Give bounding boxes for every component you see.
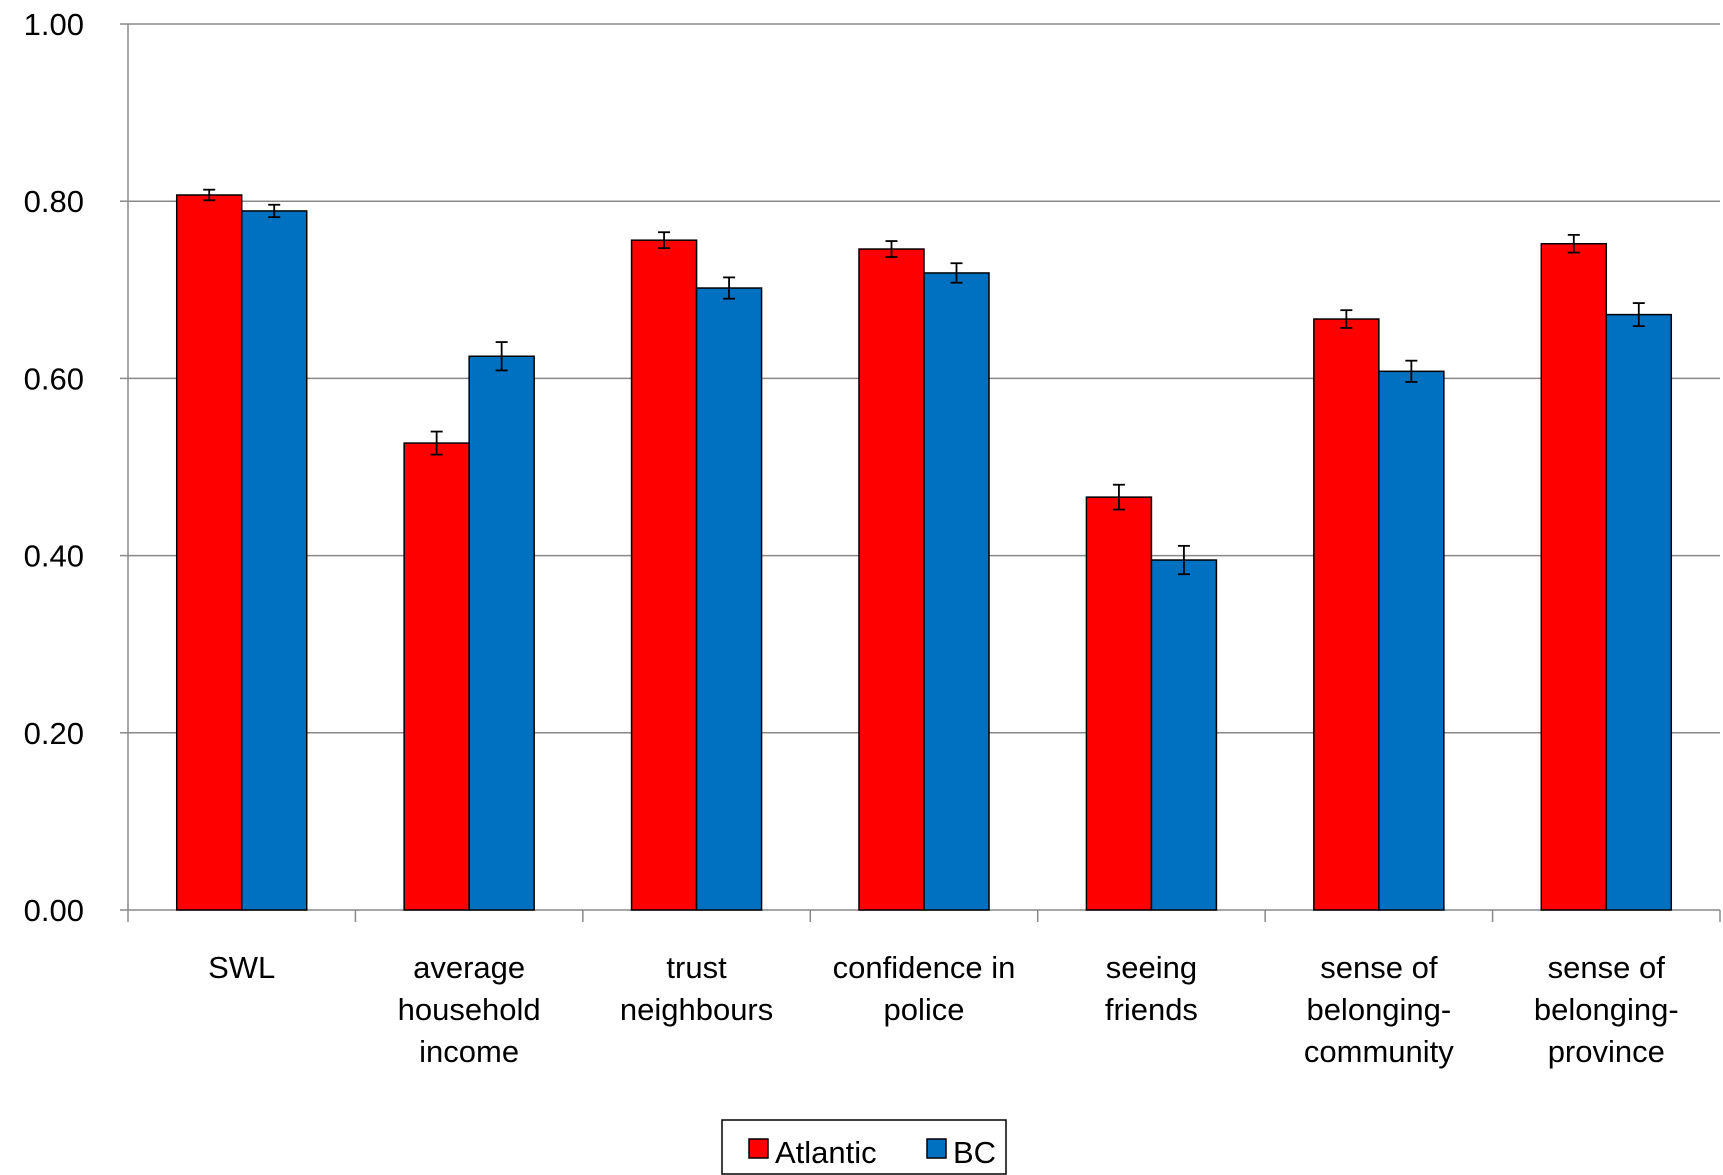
bar-atlantic-5 <box>1313 318 1380 911</box>
error-bars <box>203 188 1645 576</box>
bar-atlantic-6 <box>1540 242 1608 911</box>
bar-bc-4 <box>1150 559 1218 911</box>
category-label-line: seeing <box>1106 950 1197 985</box>
y-tick-label: 0.60 <box>24 361 84 396</box>
category-label-line: sense of <box>1320 950 1438 985</box>
bar-atlantic-1 <box>403 442 470 911</box>
legend: Atlantic BC <box>721 1119 1007 1175</box>
category-label-line: friends <box>1105 992 1198 1027</box>
category-label-line: belonging- <box>1306 992 1451 1027</box>
category-label-line: belonging- <box>1534 992 1679 1027</box>
category-label-line: household <box>398 992 541 1027</box>
bar-atlantic-0 <box>175 194 243 911</box>
labels: 0.00 0.20 0.40 0.60 0.80 1.00 SWL average househ… <box>24 7 1679 1069</box>
bar-atlantic-2 <box>630 239 698 911</box>
legend-frame <box>721 1119 1007 1175</box>
legend-label-bc: BC <box>953 1135 996 1170</box>
y-tick-label: 0.80 <box>24 184 84 219</box>
legend-swatch-bc <box>926 1138 947 1159</box>
y-tick-label: 0.20 <box>24 716 84 751</box>
category-label-line: sense of <box>1548 950 1666 985</box>
category-label-line: community <box>1304 1034 1454 1069</box>
bar-bc-5 <box>1378 370 1445 911</box>
bar-bc-0 <box>240 210 308 911</box>
category-label-line: confidence in <box>833 950 1016 985</box>
bar-atlantic-3 <box>858 248 925 911</box>
category-label-line: income <box>419 1034 519 1069</box>
bar-bc-1 <box>468 355 535 911</box>
category-label-4: seeing friends <box>1105 950 1198 1027</box>
bar-bc-3 <box>923 272 990 911</box>
category-label-1: average household income <box>398 950 541 1069</box>
category-label-line: province <box>1548 1034 1665 1069</box>
category-label-0: SWL <box>208 950 275 985</box>
category-label-6: sense of belonging-province <box>1534 950 1679 1069</box>
category-label-2: trust neighbours <box>620 950 773 1027</box>
category-label-3: confidence in police <box>833 950 1016 1027</box>
category-label-line: neighbours <box>620 992 773 1027</box>
bar-atlantic-4 <box>1085 496 1153 911</box>
y-tick-label: 0.40 <box>24 539 84 574</box>
category-label-line: trust <box>666 950 727 985</box>
bar-bc-2 <box>695 287 763 911</box>
y-tick-label: 1.00 <box>24 7 84 42</box>
category-label-line: police <box>884 992 965 1027</box>
legend-label-atlantic: Atlantic <box>775 1135 877 1170</box>
legend-swatch-atlantic <box>748 1138 769 1159</box>
bars <box>175 194 1673 911</box>
category-label-line: average <box>413 950 525 985</box>
category-label-5: sense of belonging-community <box>1304 950 1454 1069</box>
y-tick-label: 0.00 <box>24 893 84 928</box>
category-label-line: SWL <box>208 950 275 985</box>
bar-bc-6 <box>1605 313 1673 911</box>
